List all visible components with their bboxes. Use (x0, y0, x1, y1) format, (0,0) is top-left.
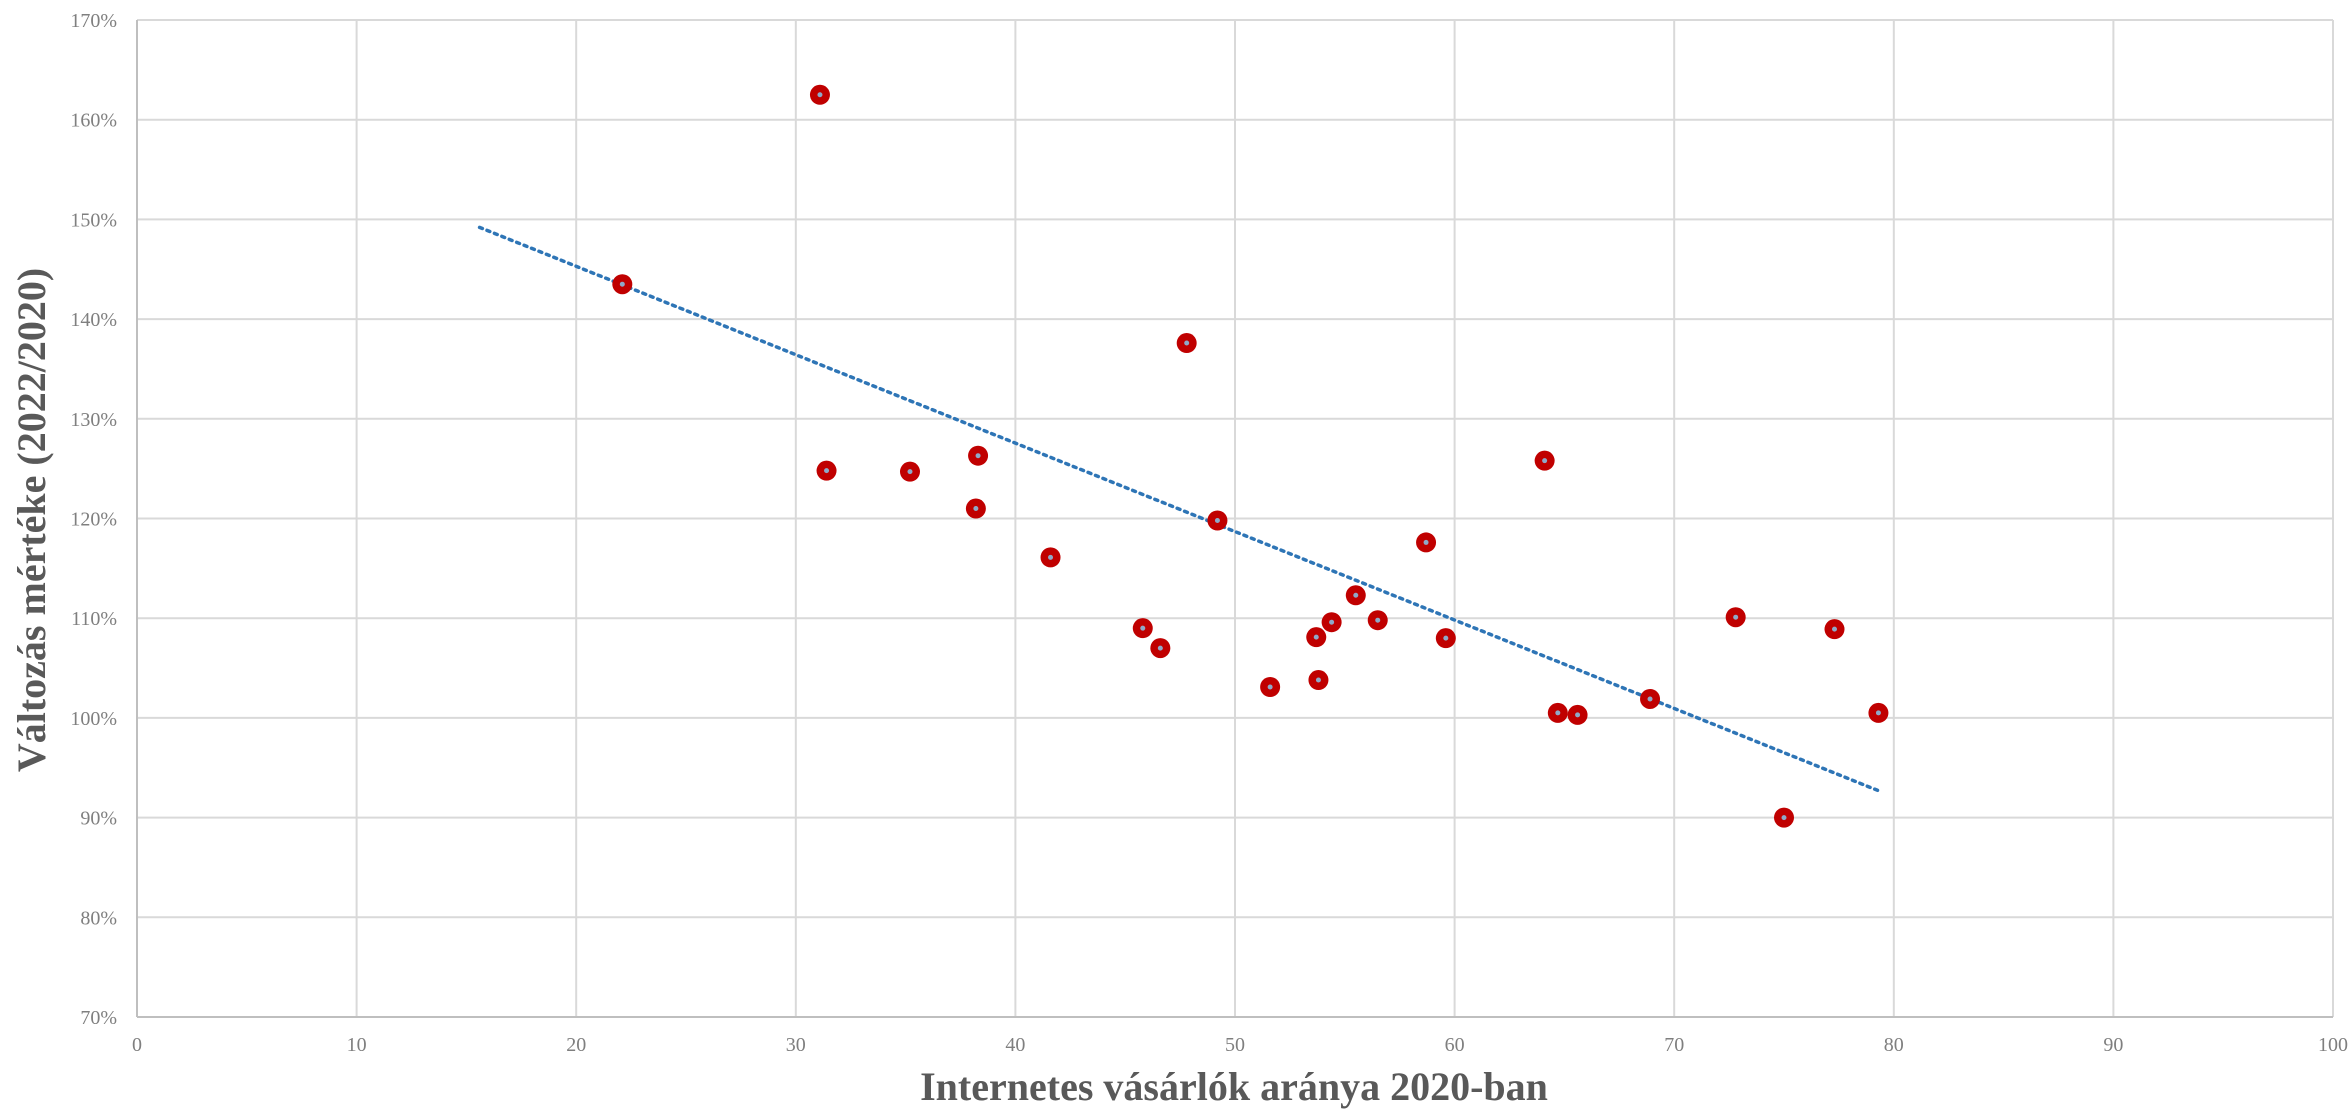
y-tick-label: 80% (80, 907, 117, 929)
data-point (968, 445, 989, 466)
data-point (1640, 688, 1661, 709)
x-tick-label: 30 (786, 1034, 806, 1056)
data-point (1040, 547, 1061, 568)
data-point (612, 274, 633, 295)
y-tick-label: 110% (71, 608, 117, 630)
data-point (1416, 532, 1437, 553)
y-tick-label: 100% (70, 708, 117, 730)
y-tick-label: 120% (70, 509, 117, 531)
data-point (1260, 676, 1281, 697)
data-point (1207, 510, 1228, 531)
data-point (965, 498, 986, 519)
data-point (1308, 670, 1329, 691)
y-tick-label: 130% (70, 409, 117, 431)
data-point (1176, 333, 1197, 354)
data-point (1725, 607, 1746, 628)
data-point (1150, 638, 1171, 659)
data-point (1824, 619, 1845, 640)
data-point (1534, 450, 1555, 471)
y-tick-label: 140% (70, 309, 117, 331)
x-tick-label: 0 (132, 1034, 142, 1056)
data-point (1435, 628, 1456, 649)
data-point (899, 461, 920, 482)
data-point (1345, 585, 1366, 606)
y-tick-label: 150% (70, 209, 117, 231)
x-tick-label: 70 (1664, 1034, 1684, 1056)
x-tick-label: 60 (1445, 1034, 1465, 1056)
data-point (1868, 702, 1889, 723)
y-axis-title: Változás mértéke (2022/2020) (9, 268, 54, 772)
x-tick-label: 100 (2318, 1034, 2348, 1056)
data-point (1774, 807, 1794, 828)
data-point (1132, 618, 1153, 639)
x-tick-label: 50 (1225, 1034, 1245, 1056)
x-tick-label: 80 (1884, 1034, 1904, 1056)
y-tick-label: 160% (70, 110, 117, 132)
data-point (1367, 610, 1388, 631)
trend-line (477, 225, 1881, 793)
data-point (1547, 702, 1568, 723)
data-point (816, 460, 837, 481)
x-axis-title: Internetes vásárlók aránya 2020-ban (920, 1064, 1548, 1109)
x-tick-label: 90 (2103, 1034, 2123, 1056)
data-point (1321, 612, 1342, 633)
data-point (1306, 627, 1327, 648)
data-point (809, 84, 830, 105)
y-tick-label: 70% (80, 1007, 117, 1029)
x-tick-label: 10 (347, 1034, 367, 1056)
x-tick-label: 40 (1005, 1034, 1025, 1056)
y-tick-label: 170% (70, 10, 117, 32)
x-tick-label: 20 (566, 1034, 586, 1056)
tick-labels: 0 10 20 30 40 50 60 70 80 90 100 70% 80% 90% 100% 110% 1… (70, 10, 2348, 1056)
data-point (1567, 704, 1588, 725)
grid (137, 19, 2334, 1017)
y-tick-label: 90% (80, 808, 117, 830)
data-points (612, 84, 1889, 828)
axes (136, 20, 2333, 1018)
